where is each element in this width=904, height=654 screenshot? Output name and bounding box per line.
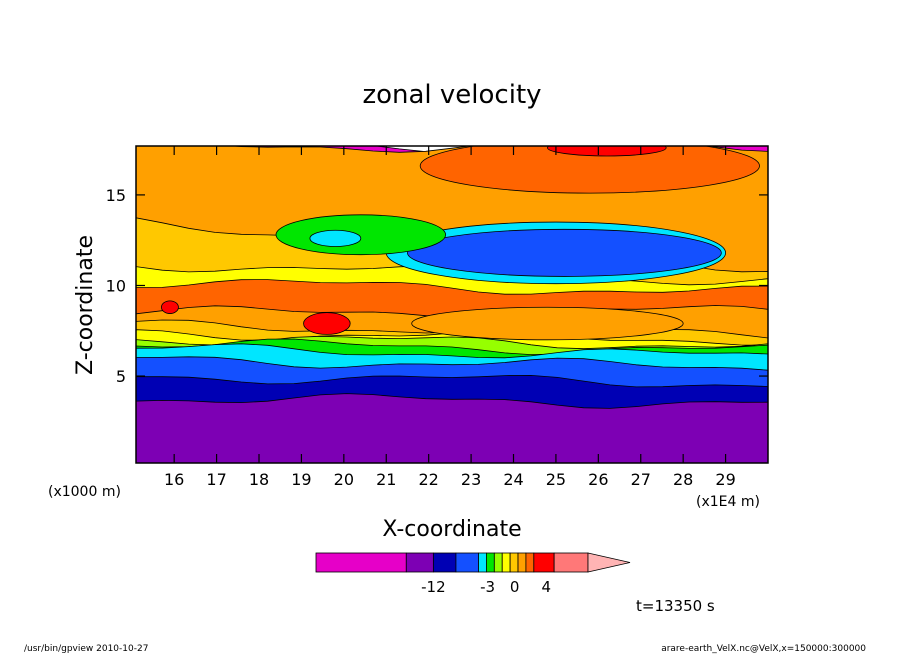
x-tick-label: 21 — [376, 470, 396, 489]
colorbar-segment — [432, 552, 457, 573]
x-units-left: (x1000 m) — [48, 484, 121, 500]
x-tick-label: 28 — [673, 470, 693, 489]
x-units-right: (x1E4 m) — [696, 494, 760, 510]
x-tick-label: 23 — [461, 470, 481, 489]
footer-left: /usr/bin/gpview 2010-10-27 — [24, 644, 148, 654]
contour-cell — [419, 146, 760, 194]
colorbar-segment — [493, 552, 503, 573]
x-tick-label: 25 — [546, 470, 566, 489]
y-tick-label: 5 — [116, 367, 126, 386]
x-tick-label: 24 — [503, 470, 523, 489]
x-tick-label: 22 — [418, 470, 438, 489]
contour-cell — [303, 312, 351, 335]
colorbar-segment — [478, 552, 487, 573]
x-tick-label: 26 — [588, 470, 608, 489]
plot-features — [161, 146, 760, 341]
contour-cell — [275, 214, 447, 256]
colorbar-label: -3 — [480, 578, 495, 596]
footer-right: arare-earth_VelX.nc@VelX,x=150000:300000 — [661, 644, 866, 654]
x-tick-label: 18 — [249, 470, 269, 489]
contour-cell — [161, 300, 179, 314]
y-axis: 5 10 15 — [106, 186, 768, 386]
colorbar-segment — [517, 552, 527, 573]
x-tick-label: 29 — [715, 470, 735, 489]
plot-frame — [135, 145, 769, 464]
colorbar-segment — [509, 552, 519, 573]
x-tick-label: 17 — [206, 470, 226, 489]
colorbar: -12 -3 0 4 — [315, 552, 631, 596]
contour-band — [136, 393, 768, 463]
colorbar-segment — [533, 552, 555, 573]
colorbar-segment — [553, 552, 589, 573]
contour-cell — [411, 306, 684, 341]
x-axis-label: X-coordinate — [382, 517, 521, 542]
x-tick-label: 20 — [334, 470, 354, 489]
y-tick-label: 15 — [106, 186, 126, 205]
x-tick-label: 19 — [291, 470, 311, 489]
colorbar-segment — [455, 552, 479, 573]
colorbar-segment — [501, 552, 511, 573]
chart-title: zonal velocity — [362, 80, 541, 110]
x-tick-label: 16 — [164, 470, 184, 489]
x-tick-label: 27 — [631, 470, 651, 489]
time-annotation: t=13350 s — [636, 597, 715, 615]
contour-cell — [407, 228, 722, 277]
y-axis-label: Z-coordinate — [73, 235, 98, 375]
colorbar-segment — [315, 552, 407, 573]
contour-cell — [309, 229, 362, 247]
x-axis: 16 17 18 19 20 21 22 23 24 25 26 27 28 29 — [164, 146, 736, 489]
colorbar-arrow — [587, 552, 631, 573]
contour-cell — [547, 146, 667, 157]
colorbar-label: 4 — [541, 578, 551, 596]
colorbar-label: -12 — [421, 578, 446, 596]
y-tick-label: 10 — [106, 276, 126, 295]
colorbar-segment — [525, 552, 535, 573]
colorbar-label: 0 — [510, 578, 520, 596]
colorbar-segment — [486, 552, 495, 573]
colorbar-segment — [405, 552, 434, 573]
